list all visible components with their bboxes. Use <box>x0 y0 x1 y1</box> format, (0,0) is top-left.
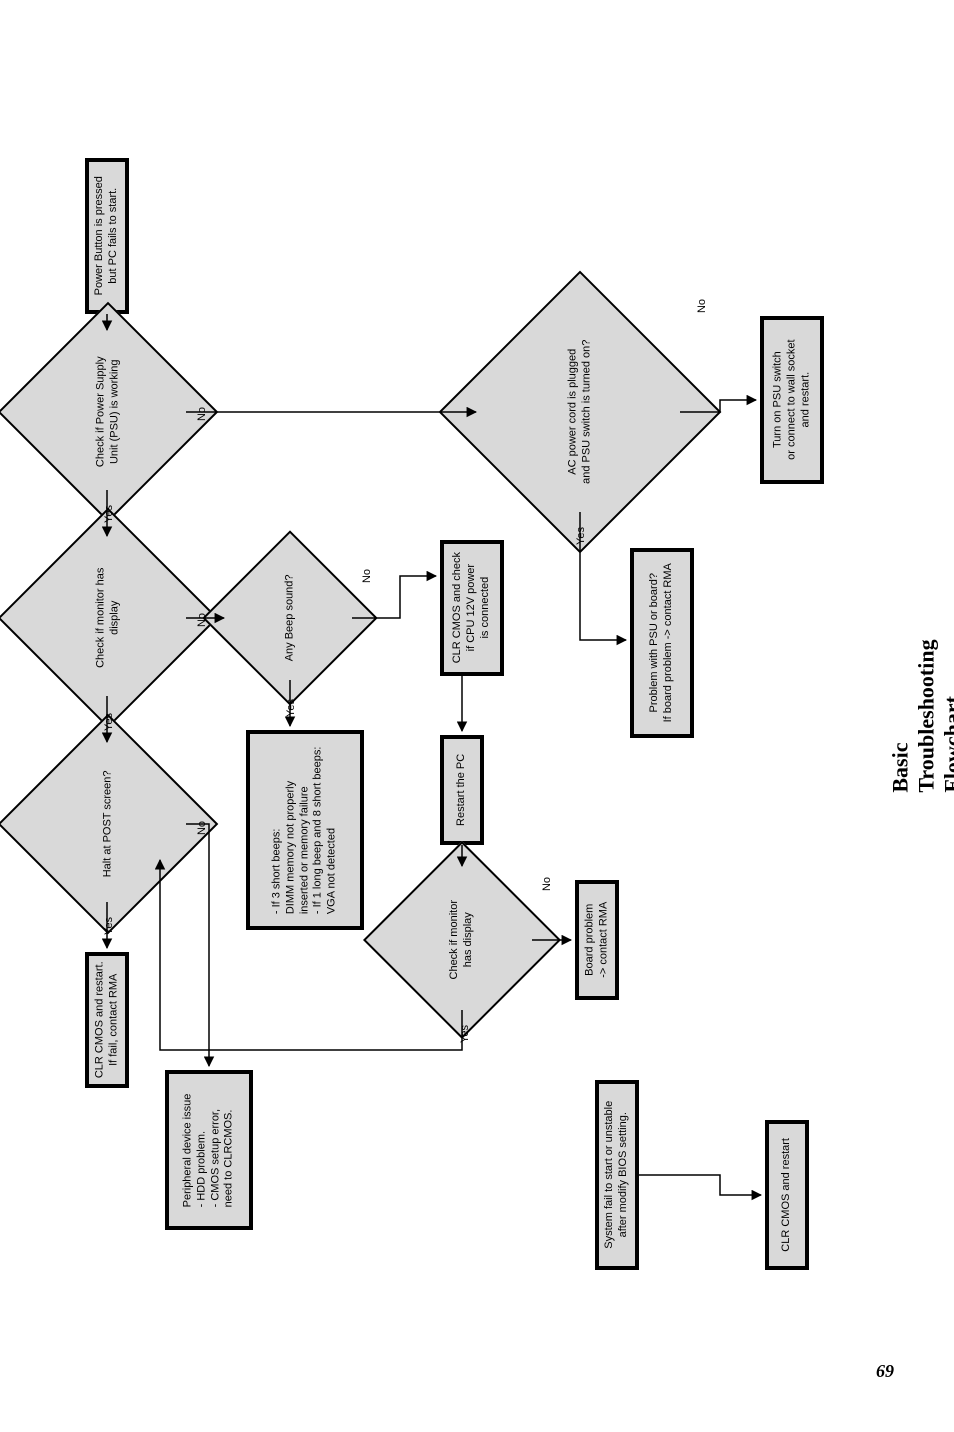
node-turn-on-psu: Turn on PSU switchor connect to wall soc… <box>760 316 824 484</box>
edge-label-yes: Yes <box>459 1025 471 1043</box>
node-psu-problem: Problem with PSU or board?If board probl… <box>630 548 694 738</box>
edge-label-no: No <box>196 407 208 421</box>
edge-label-yes: Yes <box>103 505 115 523</box>
node-monitor-check-1: Check if monitor hasdisplay <box>30 540 186 696</box>
node-board-problem: Board problem-> contact RMA <box>575 880 619 1000</box>
page: Basic Troubleshooting Flowchart Power Bu… <box>0 0 954 1432</box>
edge-label-yes: Yes <box>575 527 587 545</box>
node-start: Power Button is pressedbut PC fails to s… <box>85 158 129 314</box>
node-monitor-check-2: Check if monitorhas display <box>392 870 532 1010</box>
edge-label-yes: Yes <box>285 699 297 717</box>
node-system-fail: System fail to start or unstableafter mo… <box>595 1080 639 1270</box>
page-title: Basic Troubleshooting Flowchart <box>888 639 954 792</box>
edge-label-no: No <box>361 569 373 583</box>
node-ac-check: AC power cord is pluggedand PSU switch i… <box>480 312 680 512</box>
page-number: 69 <box>876 1361 894 1382</box>
edge-label-no: No <box>696 299 708 313</box>
edge-label-yes: Yes <box>103 917 115 935</box>
node-clr-cmos-2: CLR CMOS and restart <box>765 1120 809 1270</box>
node-restart: Restart the PC <box>440 735 484 845</box>
node-clr-cmos-1: CLR CMOS and restart.If fail, contact RM… <box>85 952 129 1088</box>
node-psu-check: Check if Power SupplyUnit (PSU) is worki… <box>30 334 186 490</box>
node-clr-12v: CLR CMOS and checkif CPU 12V poweris con… <box>440 540 504 676</box>
node-peripheral: Peripheral device issue- HDD problem.- C… <box>165 1070 253 1230</box>
edge-label-no: No <box>196 821 208 835</box>
edge-label-no: No <box>196 613 208 627</box>
edge-label-yes: Yes <box>103 713 115 731</box>
edge-label-no: No <box>541 877 553 891</box>
flowchart-arrows <box>0 0 954 1432</box>
node-beep-codes: - If 3 short beeps:DIMM memory not prope… <box>246 730 364 930</box>
node-beep-check: Any Beep sound? <box>228 556 352 680</box>
node-post-check: Halt at POST screen? <box>30 746 186 902</box>
